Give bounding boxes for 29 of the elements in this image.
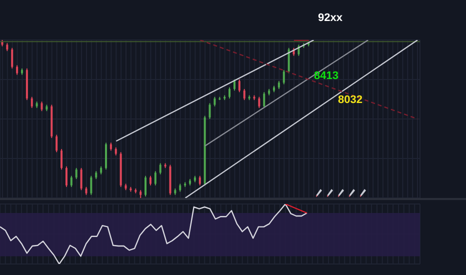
- candlestick: [144, 175, 147, 197]
- candlestick: [65, 166, 68, 188]
- candlestick: [80, 167, 82, 191]
- candlestick: [243, 88, 246, 101]
- candlestick: [263, 92, 266, 108]
- candlestick: [159, 162, 162, 175]
- candlestick: [214, 96, 216, 107]
- candlestick: [198, 175, 201, 186]
- candlestick: [30, 96, 33, 108]
- text: 92xx: [318, 12, 342, 24]
- candlestick: [149, 175, 152, 186]
- candlestick: [11, 47, 14, 69]
- candlestick: [75, 167, 78, 180]
- candlestick: [60, 148, 63, 170]
- candlestick: [105, 142, 107, 170]
- candlestick: [154, 170, 156, 186]
- candlestick: [208, 102, 211, 120]
- annotation: 8413: [314, 70, 338, 82]
- candlestick: [228, 86, 231, 99]
- candlestick: [40, 101, 43, 112]
- candlestick: [238, 79, 240, 93]
- candlestick: [70, 175, 72, 188]
- candlestick: [233, 79, 236, 92]
- candlestick: [16, 64, 18, 76]
- candlestick: [258, 96, 260, 108]
- candlestick: [56, 134, 58, 153]
- annotation: 8032: [338, 94, 362, 106]
- candlestick: [282, 70, 285, 85]
- candlestick: [90, 175, 92, 196]
